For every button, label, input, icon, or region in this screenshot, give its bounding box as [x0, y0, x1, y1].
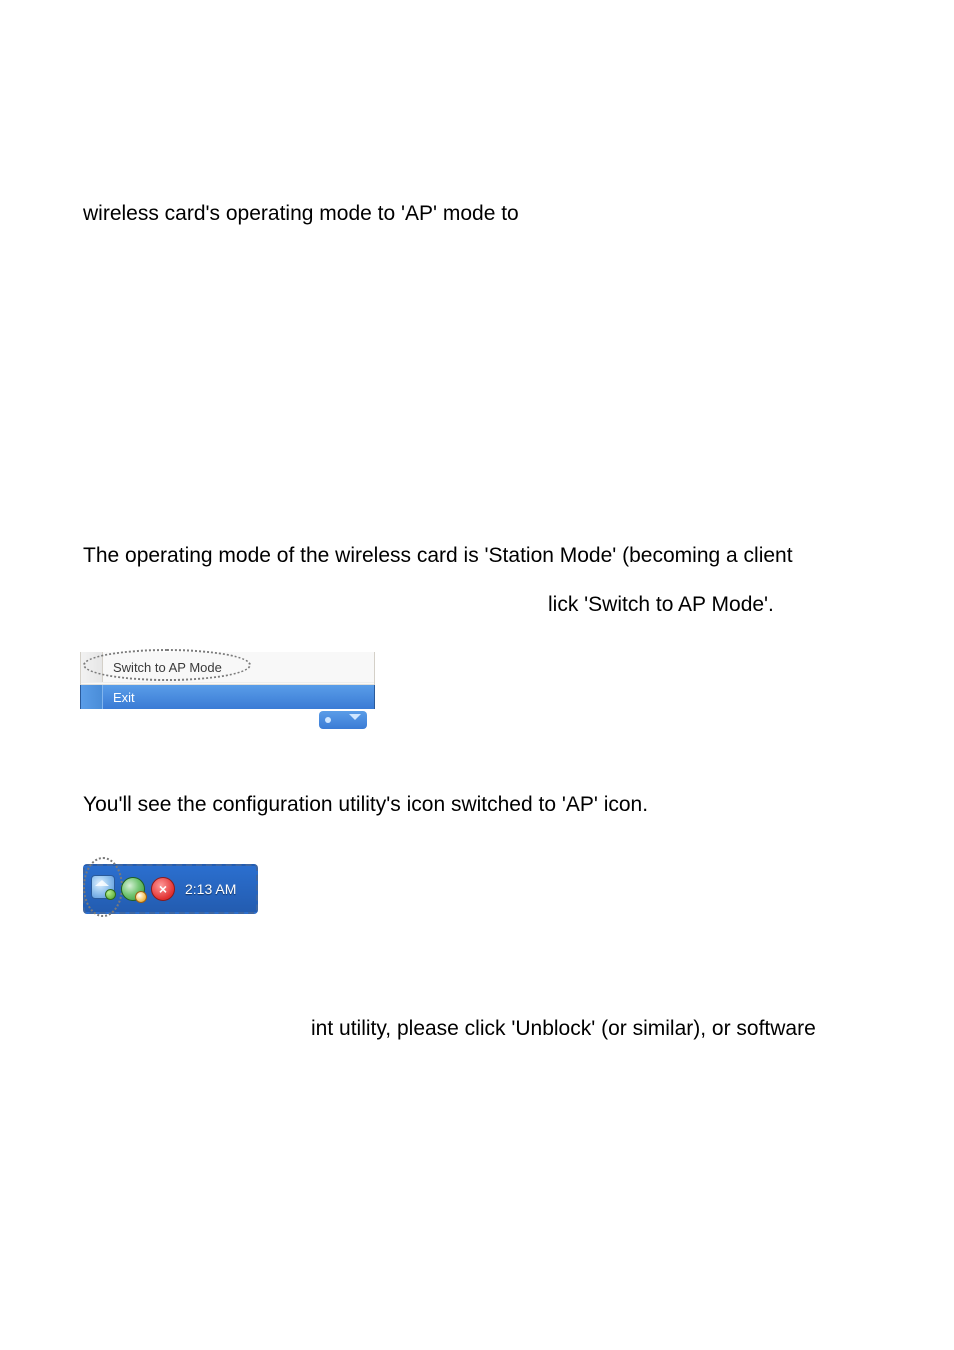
systray-screenshot: × 2:13 AM — [83, 864, 258, 914]
ap-mode-tray-icon[interactable] — [91, 875, 115, 899]
document-page: wireless card's operating mode to 'AP' m… — [0, 0, 954, 1350]
body-text-line-3: lick 'Switch to AP Mode'. — [548, 589, 774, 621]
menu-item-label: Switch to AP Mode — [103, 660, 222, 675]
body-text-line-2: The operating mode of the wireless card … — [83, 540, 793, 572]
menu-bottom-strip — [80, 709, 375, 731]
body-text-line-1: wireless card's operating mode to 'AP' m… — [83, 198, 519, 230]
systray-clock: 2:13 AM — [185, 881, 236, 897]
menu-icon-column — [81, 652, 103, 682]
body-text-line-4: You'll see the configuration utility's i… — [83, 789, 648, 821]
menu-icon-column — [81, 685, 103, 709]
context-menu-screenshot: Switch to AP Mode Exit — [80, 652, 375, 731]
menu-item-exit[interactable]: Exit — [80, 685, 375, 709]
network-globe-tray-icon[interactable] — [121, 877, 145, 901]
taskbar-pill-icon — [319, 711, 367, 729]
security-alert-tray-icon[interactable]: × — [151, 877, 175, 901]
menu-item-switch-ap[interactable]: Switch to AP Mode — [80, 652, 375, 682]
ap-icon-wrapper — [91, 875, 115, 904]
menu-item-label: Exit — [103, 690, 135, 705]
body-text-line-5: int utility, please click 'Unblock' (or … — [311, 1013, 816, 1045]
